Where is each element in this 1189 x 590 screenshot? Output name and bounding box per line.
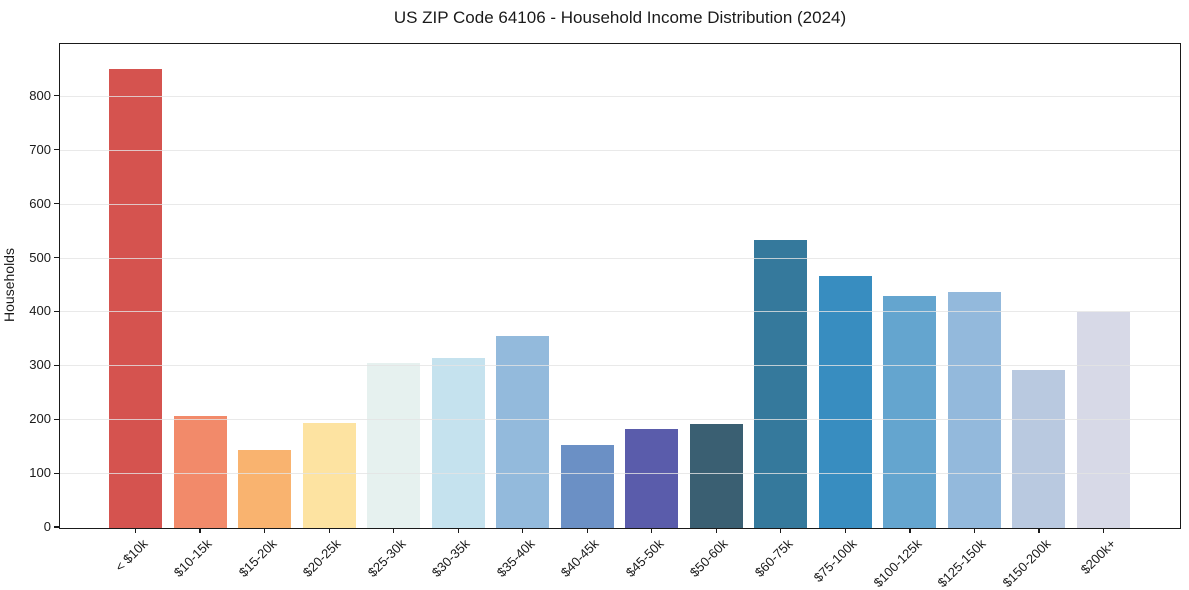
- x-tick-mark: [522, 528, 524, 534]
- y-tick-mark: [54, 149, 59, 151]
- y-tick-label: 300: [29, 357, 51, 373]
- x-tick-label: $25-30k: [364, 536, 409, 580]
- y-tick-mark: [54, 526, 59, 528]
- gridline-y-300: [60, 365, 1180, 367]
- x-tick-label: $15-20k: [235, 536, 280, 580]
- bar-75-100k: [818, 275, 872, 528]
- bar-10-15k: [173, 415, 227, 528]
- x-tick-label: $20-25k: [299, 536, 344, 580]
- y-tick-mark: [54, 418, 59, 420]
- bar-150-200k: [1012, 369, 1066, 528]
- bar-30-35k: [431, 357, 485, 528]
- y-tick-mark: [54, 95, 59, 97]
- y-tick-mark: [54, 364, 59, 366]
- gridline-y-500: [60, 257, 1180, 259]
- x-tick-label: $100-125k: [870, 536, 925, 590]
- y-tick-label: 400: [29, 303, 51, 319]
- gridline-y-700: [60, 149, 1180, 151]
- bar-125-150k: [947, 291, 1001, 528]
- x-tick-mark: [651, 528, 653, 534]
- x-tick-mark: [264, 528, 266, 534]
- bar-20-25k: [302, 422, 356, 528]
- bar-200k: [1076, 312, 1130, 528]
- y-tick-label: 500: [29, 249, 51, 265]
- x-tick-label: $150-200k: [999, 536, 1054, 590]
- x-tick-mark: [393, 528, 395, 534]
- bar-15-20k: [238, 449, 292, 528]
- x-tick-label: $40-45k: [557, 536, 602, 580]
- x-tick-label: $50-60k: [687, 536, 731, 580]
- x-tick-mark: [1102, 528, 1105, 534]
- bar-10k: [109, 68, 162, 528]
- x-tick-label: $200k+: [1077, 536, 1119, 578]
- x-tick-mark: [715, 528, 717, 534]
- x-tick-mark: [1038, 528, 1040, 534]
- y-tick-mark: [54, 203, 59, 205]
- bar-40-45k: [560, 445, 614, 528]
- gridline-y-400: [60, 311, 1180, 313]
- y-tick-label: 200: [29, 411, 51, 427]
- bar-35-40k: [496, 335, 550, 528]
- x-tick-label: < $10k: [111, 536, 151, 575]
- chart-title: US ZIP Code 64106 - Household Income Dis…: [393, 8, 847, 27]
- x-tick-label: $10-15k: [170, 536, 215, 580]
- bar-100-125k: [883, 296, 937, 528]
- y-tick-mark: [54, 310, 59, 313]
- x-tick-mark: [844, 528, 847, 534]
- x-tick-mark: [199, 528, 201, 534]
- bar-45-50k: [625, 428, 679, 528]
- x-tick-mark: [909, 528, 911, 534]
- y-tick-mark: [54, 472, 59, 474]
- y-tick-label: 600: [29, 195, 51, 211]
- bar-50-60k: [689, 424, 743, 528]
- x-tick-label: $45-50k: [622, 536, 667, 580]
- y-tick-label: 100: [29, 465, 51, 481]
- y-tick-label: 700: [29, 141, 51, 157]
- x-tick-label: $75-100k: [811, 536, 860, 585]
- y-tick-label: 0: [43, 519, 51, 534]
- y-tick-label: 800: [29, 87, 51, 103]
- bar-60-75k: [754, 239, 808, 528]
- y-tick-mark: [54, 256, 59, 259]
- x-tick-label: $35-40k: [493, 536, 538, 580]
- x-tick-mark: [780, 528, 782, 534]
- gridline-y-200: [60, 419, 1180, 421]
- x-tick-label: $125-150k: [934, 536, 989, 590]
- gridline-y-800: [60, 95, 1180, 97]
- x-tick-mark: [134, 528, 137, 534]
- x-tick-mark: [586, 528, 588, 534]
- gridline-y-100: [60, 473, 1180, 475]
- bar-25-30k: [367, 362, 421, 528]
- gridline-y-600: [60, 203, 1180, 205]
- x-tick-label: $30-35k: [428, 536, 473, 580]
- x-tick-mark: [973, 528, 976, 534]
- x-tick-mark: [457, 528, 459, 534]
- plot-area: [59, 43, 1181, 529]
- x-tick-mark: [328, 528, 330, 534]
- x-tick-label: $60-75k: [751, 536, 796, 580]
